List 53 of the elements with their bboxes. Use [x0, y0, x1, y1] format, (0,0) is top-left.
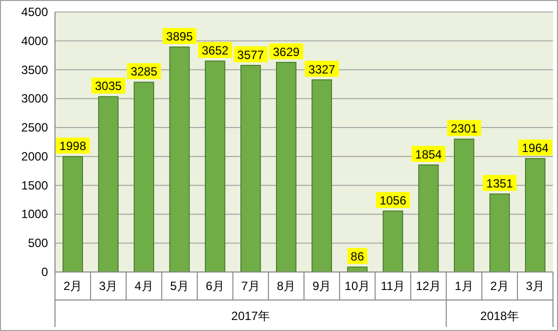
- data-label: 1056: [380, 193, 407, 208]
- bar: [312, 79, 332, 272]
- x-tick-label: 2月: [490, 279, 509, 293]
- bar: [240, 64, 261, 272]
- x-tick-label: 4月: [134, 279, 154, 293]
- x-tick-label: 1月: [454, 279, 474, 293]
- data-label: 3035: [95, 79, 122, 94]
- bar: [134, 82, 154, 272]
- bar: [382, 210, 404, 272]
- y-tick-label: 3000: [21, 92, 48, 106]
- data-label: 3577: [237, 48, 264, 62]
- x-tick-label: 3月: [526, 279, 545, 293]
- x-tick-label: 9月: [312, 279, 332, 293]
- data-label: 1964: [522, 141, 549, 156]
- y-tick-label: 4500: [21, 5, 48, 19]
- x-tick-label: 5月: [170, 279, 189, 293]
- x-tick-label: 7月: [241, 279, 260, 293]
- bar: [98, 96, 119, 272]
- x-tick-label: 6月: [206, 279, 224, 293]
- data-label: 1351: [486, 176, 514, 190]
- data-label: 1854: [415, 147, 442, 162]
- bar: [418, 164, 439, 272]
- data-label: 2301: [450, 122, 478, 136]
- x-tick-label: 2月: [63, 279, 82, 293]
- data-label: 3327: [308, 62, 336, 76]
- x-tick-label: 11月: [380, 279, 406, 293]
- data-label: 3895: [166, 29, 194, 44]
- x-tick-label: 10月: [344, 279, 370, 293]
- y-tick-label: 4000: [21, 34, 48, 48]
- data-label: 3285: [130, 64, 158, 79]
- data-label: 86: [350, 250, 364, 264]
- text: 2018年: [480, 309, 519, 323]
- data-label: 3629: [272, 44, 300, 59]
- y-tick-label: 500: [28, 236, 48, 250]
- bar: [525, 158, 546, 272]
- x-tick-label: 12月: [416, 279, 442, 293]
- x-tick-label: 8月: [276, 279, 296, 293]
- y-tick-label: 1000: [21, 207, 48, 222]
- text: 2017年: [231, 309, 270, 323]
- y-tick-label: 2000: [21, 149, 48, 164]
- bar: [62, 156, 83, 272]
- y-tick-label: 0: [41, 265, 48, 279]
- bar: [454, 138, 474, 272]
- y-tick-label: 2500: [21, 120, 48, 135]
- bar: [204, 60, 226, 272]
- data-label: 3652: [202, 43, 229, 58]
- bar: [276, 62, 296, 272]
- bar: [169, 46, 190, 272]
- y-tick-label: 3500: [21, 62, 48, 77]
- bar: [489, 194, 510, 272]
- x-tick-label: 3月: [99, 279, 118, 293]
- y-tick-label: 1500: [21, 178, 48, 192]
- data-label: 1998: [59, 139, 86, 154]
